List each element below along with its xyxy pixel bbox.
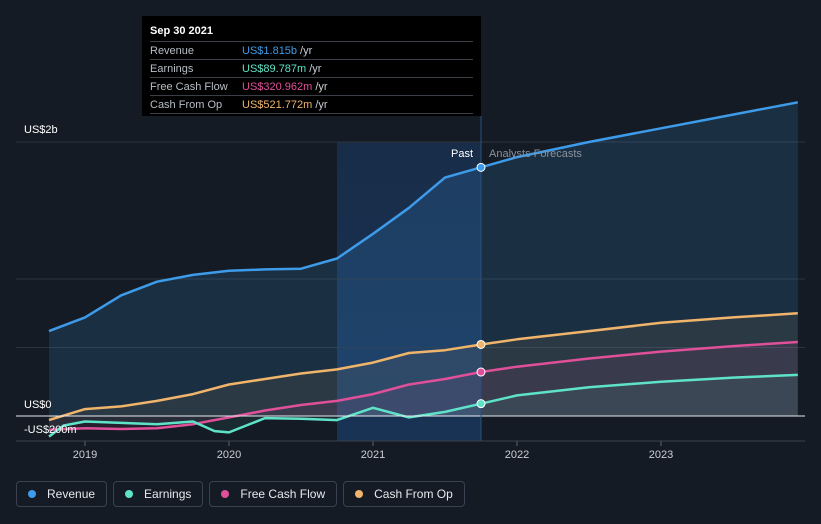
revenue-marker [476, 162, 486, 172]
tooltip-date: Sep 30 2021 [150, 25, 213, 37]
y-tick-label: US$0 [24, 399, 52, 411]
tooltip-unit: /yr [300, 44, 313, 57]
revenue-forecast-line [480, 101, 799, 169]
tooltip-row-free-cash-flow: Free Cash Flow US$320.962m /yr [150, 77, 473, 95]
legend-item-free-cash-flow[interactable]: Free Cash Flow [209, 481, 338, 507]
x-tick-label: 2022 [505, 449, 529, 461]
revenue-past-line [48, 166, 482, 333]
legend-item-cash-from-op[interactable]: Cash From Op [343, 481, 465, 507]
revenue-area [49, 102, 798, 417]
legend-label: Revenue [47, 487, 96, 501]
earnings-marker [476, 399, 486, 409]
tooltip-unit: /yr [315, 98, 328, 111]
tooltip: Sep 30 2021 Revenue US$1.815b /yr Earnin… [142, 16, 481, 116]
x-tick-label: 2023 [649, 449, 673, 461]
x-tick-label: 2020 [217, 449, 241, 461]
tooltip-unit: /yr [309, 62, 322, 75]
tooltip-value: US$1.815b [242, 44, 298, 57]
legend-item-earnings[interactable]: Earnings [113, 481, 204, 507]
tooltip-row-cash-from-op: Cash From Op US$521.772m /yr [150, 95, 473, 114]
legend-label: Earnings [144, 487, 192, 501]
series-areas [49, 102, 798, 437]
tooltip-row-earnings: Earnings US$89.787m /yr [150, 59, 473, 77]
forecast-label: Analysts Forecasts [489, 148, 582, 160]
past-label: Past [451, 148, 473, 160]
legend-dot-icon [28, 490, 36, 498]
cash-from-op-past-line [48, 343, 482, 422]
free-cash-flow-past-line [48, 370, 482, 431]
tooltip-label: Earnings [150, 62, 194, 75]
y-tick-label: -US$200m [24, 424, 77, 436]
earnings-past-line [48, 402, 482, 438]
legend-label: Cash From Op [374, 487, 453, 501]
cash-from-op-area [49, 313, 798, 421]
cash-from-op-forecast-line [480, 312, 798, 346]
legend-label: Free Cash Flow [240, 487, 326, 501]
earnings-forecast-line [480, 373, 798, 405]
tooltip-label: Cash From Op [150, 98, 223, 111]
series-markers [476, 162, 486, 409]
x-tick-label: 2019 [73, 449, 97, 461]
legend: Revenue Earnings Free Cash Flow Cash Fro… [16, 481, 465, 507]
tooltip-value: US$320.962m [242, 80, 313, 93]
tooltip-value: US$521.772m [242, 98, 313, 111]
y-tick-label: US$2b [24, 124, 58, 136]
free-cash-flow-area [49, 342, 798, 430]
legend-dot-icon [125, 490, 134, 498]
legend-dot-icon [221, 490, 230, 498]
past-period-highlight [337, 142, 481, 441]
series-lines [16, 101, 805, 438]
free-cash-flow-forecast-line [480, 340, 798, 374]
free-cash-flow-marker [476, 367, 486, 377]
grid-lines [16, 141, 805, 442]
legend-dot-icon [355, 490, 364, 498]
tooltip-label: Revenue [150, 44, 195, 57]
tooltip-label: Free Cash Flow [150, 80, 228, 93]
cash-from-op-marker [476, 339, 486, 349]
tooltip-row-revenue: Revenue US$1.815b /yr [150, 41, 473, 59]
earnings-area [49, 374, 798, 437]
tooltip-value: US$89.787m [242, 62, 307, 75]
legend-item-revenue[interactable]: Revenue [16, 481, 108, 507]
x-axis: 2019 2020 2021 2022 2023 [73, 441, 673, 461]
x-tick-label: 2021 [361, 449, 385, 461]
y-axis: US$2b US$0 -US$200m [24, 124, 77, 436]
tooltip-unit: /yr [315, 80, 328, 93]
